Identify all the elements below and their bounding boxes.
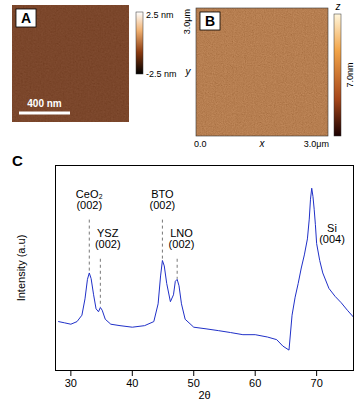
- svg-text:YSZ(002): YSZ(002): [95, 227, 121, 250]
- svg-text:CeO₂(002): CeO₂(002): [76, 188, 103, 211]
- svg-text:40: 40: [126, 377, 138, 389]
- svg-text:50: 50: [188, 377, 200, 389]
- svg-text:Si(004): Si(004): [319, 222, 345, 245]
- svg-text:0.0: 0.0: [194, 139, 207, 149]
- svg-text:Intensity (a.u): Intensity (a.u): [15, 235, 27, 302]
- html-text:C: C: [12, 152, 23, 169]
- svg-text:-2.5 nm: -2.5 nm: [146, 69, 177, 79]
- svg-text:2.5 nm: 2.5 nm: [146, 10, 174, 20]
- svg-text:A: A: [21, 10, 31, 26]
- svg-text:z: z: [335, 1, 341, 12]
- svg-text:3.0μm: 3.0μm: [304, 139, 329, 149]
- svg-text:x: x: [259, 138, 266, 149]
- svg-text:7.0nm: 7.0nm: [345, 62, 355, 87]
- svg-text:3.0μm: 3.0μm: [182, 9, 192, 34]
- svg-text:B: B: [205, 13, 215, 29]
- svg-text:70: 70: [311, 377, 323, 389]
- svg-text:y: y: [185, 66, 192, 77]
- svg-text:2θ: 2θ: [198, 389, 210, 400]
- svg-text:LNO(002): LNO(002): [169, 227, 195, 250]
- svg-text:BTO(002): BTO(002): [150, 188, 176, 211]
- svg-text:30: 30: [65, 377, 77, 389]
- svg-text:400 nm: 400 nm: [27, 98, 62, 109]
- svg-text:60: 60: [249, 377, 261, 389]
